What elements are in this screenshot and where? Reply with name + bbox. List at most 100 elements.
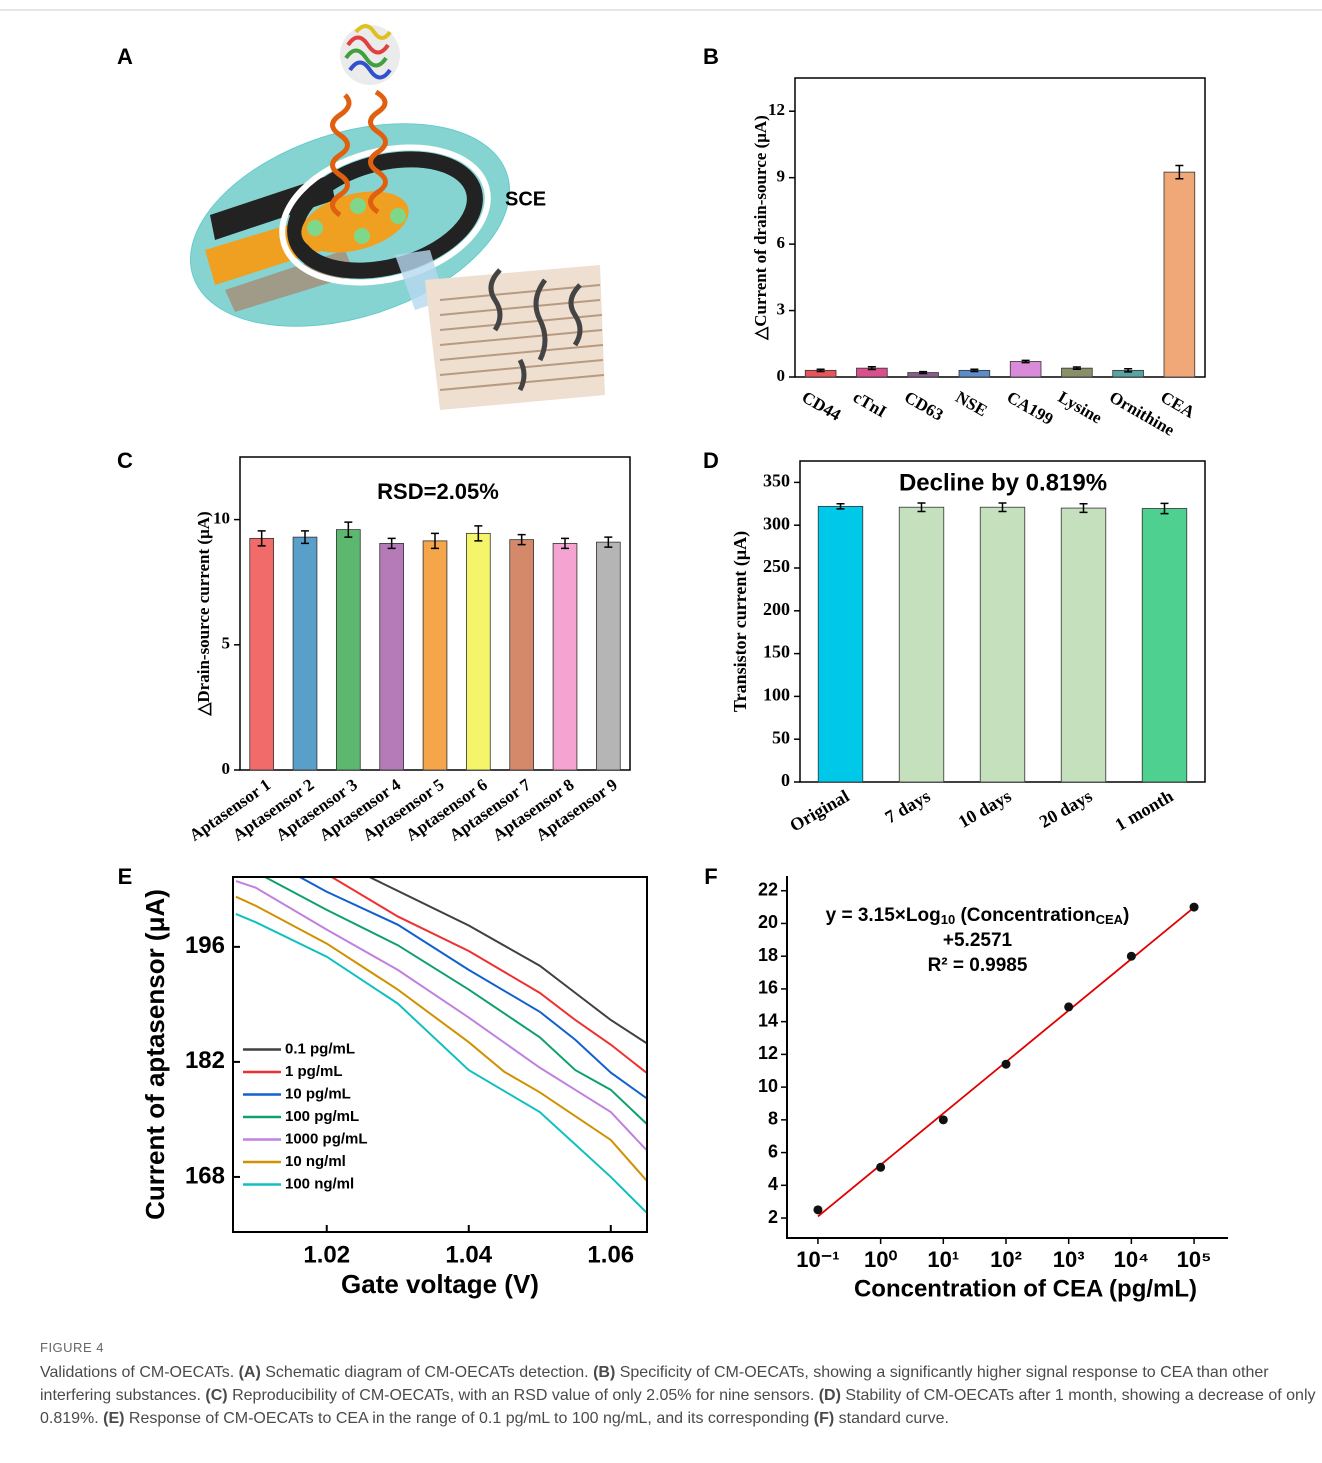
y-tick-label: 14: [758, 1010, 778, 1030]
legend-label: 100 ng/ml: [285, 1175, 354, 1192]
legend-label: 100 pg/mL: [285, 1108, 359, 1125]
annotation-part: y = 3.15×Log: [826, 905, 941, 926]
data-point: [1127, 952, 1136, 961]
bar: [293, 537, 317, 770]
x-axis-label: Concentration of CEA (pg/mL): [854, 1275, 1197, 1302]
y-tick-label: 6: [777, 233, 786, 252]
annotation-part: (Concentration: [955, 905, 1095, 926]
annotation-part: +5.2571: [943, 930, 1013, 951]
plot-frame: [795, 78, 1205, 377]
x-tick-label: 1.06: [587, 1241, 634, 1268]
bar: [466, 533, 490, 770]
bar: [899, 507, 944, 782]
x-tick-label: 1 month: [1112, 786, 1177, 835]
y-tick-label: 20: [758, 912, 778, 932]
caption-text: Validations of CM-OECATs. (A) Schematic …: [40, 1364, 1316, 1427]
schematic: SCE: [165, 25, 605, 410]
y-tick-label: 250: [763, 556, 790, 576]
panel-label: F: [704, 864, 717, 889]
data-point: [1190, 903, 1199, 912]
caption-segment: standard curve.: [834, 1410, 949, 1427]
y-tick-label: 6: [768, 1141, 778, 1161]
y-tick-label: 0: [777, 366, 786, 385]
annotation-part: ): [1123, 905, 1129, 926]
x-tick-label: CD63: [901, 387, 946, 424]
y-tick-label: 0: [222, 759, 231, 778]
y-axis-label: △Drain-source current (μA): [194, 511, 213, 716]
y-tick-label: 9: [777, 167, 786, 186]
x-tick-label: 10 days: [955, 786, 1015, 832]
dot: [390, 208, 406, 224]
y-tick-label: 10: [758, 1076, 778, 1096]
y-tick-label: 100: [763, 685, 790, 705]
caption-panel-ref: (D): [819, 1387, 841, 1404]
panel-label: A: [117, 44, 133, 69]
y-tick-label: 8: [768, 1109, 778, 1129]
caption-segment: Validations of CM-OECATs.: [40, 1364, 239, 1381]
caption-panel-ref: (B): [593, 1364, 615, 1381]
bar: [336, 530, 360, 770]
caption-panel-ref: (E): [103, 1410, 124, 1427]
x-tick-label: Lysine: [1055, 387, 1106, 427]
bar: [250, 538, 274, 770]
dot: [350, 198, 366, 214]
dot: [354, 228, 370, 244]
data-point: [1001, 1060, 1010, 1069]
y-tick-label: 200: [763, 599, 790, 619]
annotation: +5.2571: [943, 930, 1013, 951]
panel-label: B: [703, 44, 719, 69]
bar: [553, 543, 577, 770]
x-tick-label: 10⁵: [1177, 1247, 1212, 1272]
y-tick-label: 16: [758, 978, 778, 998]
panel-label: C: [117, 448, 133, 473]
y-tick-label: 182: [185, 1047, 225, 1074]
bar: [423, 541, 447, 770]
y-tick-label: 50: [772, 727, 790, 747]
x-tick-label: 10⁻¹: [796, 1247, 839, 1272]
legend-label: 1000 pg/mL: [285, 1130, 368, 1147]
caption-segment: Schematic diagram of CM-OECATs detection…: [261, 1364, 593, 1381]
x-tick-label: 10³: [1053, 1247, 1085, 1272]
annotation-part: CEA: [1096, 912, 1124, 927]
y-tick-label: 18: [758, 945, 778, 965]
annotation: R² = 0.9985: [928, 955, 1028, 976]
bar: [380, 543, 404, 770]
y-tick-label: 12: [768, 100, 785, 119]
y-tick-label: 0: [781, 770, 790, 790]
caption-panel-ref: (F): [814, 1410, 834, 1427]
y-tick-label: 22: [758, 879, 778, 899]
annotation-part: R² = 0.9985: [928, 955, 1028, 976]
bar: [1164, 172, 1195, 377]
data-point: [876, 1163, 885, 1172]
legend-label: 1 pg/mL: [285, 1063, 343, 1080]
caption-segment: Reproducibility of CM-OECATs, with an RS…: [228, 1387, 819, 1404]
protein: [340, 25, 400, 85]
data-point: [939, 1115, 948, 1124]
x-tick-label: 10²: [990, 1247, 1022, 1272]
bar: [1010, 361, 1041, 377]
bar: [596, 542, 620, 770]
series-line: [369, 877, 646, 1043]
y-tick-label: 10: [213, 509, 230, 528]
bar: [510, 540, 534, 770]
panel-label: E: [118, 864, 133, 889]
data-point: [1064, 1002, 1073, 1011]
x-tick-label: NSE: [952, 387, 990, 420]
bar: [980, 507, 1025, 782]
dot: [307, 220, 323, 236]
electrode-label: SCE: [505, 188, 546, 210]
bar: [1061, 508, 1106, 782]
x-tick-label: 10⁰: [864, 1247, 897, 1272]
y-axis-label: Current of aptasensor (μA): [140, 889, 170, 1220]
series-line: [300, 877, 647, 1098]
legend-label: 10 pg/mL: [285, 1085, 351, 1102]
legend-label: 10 ng/ml: [285, 1153, 346, 1170]
x-tick-label: CA199: [1004, 387, 1057, 428]
legend-label: 0.1 pg/mL: [285, 1040, 355, 1057]
y-tick-label: 150: [763, 642, 790, 662]
y-tick-label: 12: [758, 1043, 778, 1063]
y-tick-label: 4: [768, 1174, 778, 1194]
y-tick-label: 168: [185, 1162, 225, 1189]
